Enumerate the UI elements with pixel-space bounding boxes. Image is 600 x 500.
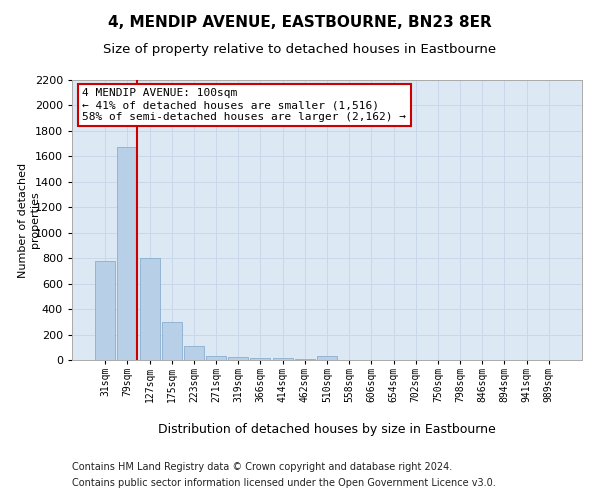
Bar <box>162 322 182 360</box>
Bar <box>295 359 315 360</box>
Y-axis label: Number of detached
properties: Number of detached properties <box>19 162 40 278</box>
Text: Contains public sector information licensed under the Open Government Licence v3: Contains public sector information licen… <box>72 478 496 488</box>
Bar <box>272 358 293 360</box>
Bar <box>317 356 337 360</box>
Bar <box>95 262 115 360</box>
Bar <box>206 356 226 360</box>
Text: 4, MENDIP AVENUE, EASTBOURNE, BN23 8ER: 4, MENDIP AVENUE, EASTBOURNE, BN23 8ER <box>108 15 492 30</box>
Bar <box>140 258 160 360</box>
Bar <box>184 346 204 360</box>
Text: Distribution of detached houses by size in Eastbourne: Distribution of detached houses by size … <box>158 422 496 436</box>
Bar <box>228 357 248 360</box>
Text: Size of property relative to detached houses in Eastbourne: Size of property relative to detached ho… <box>103 42 497 56</box>
Text: Contains HM Land Registry data © Crown copyright and database right 2024.: Contains HM Land Registry data © Crown c… <box>72 462 452 472</box>
Text: 4 MENDIP AVENUE: 100sqm
← 41% of detached houses are smaller (1,516)
58% of semi: 4 MENDIP AVENUE: 100sqm ← 41% of detache… <box>82 88 406 122</box>
Bar <box>250 358 271 360</box>
Bar <box>118 148 137 360</box>
